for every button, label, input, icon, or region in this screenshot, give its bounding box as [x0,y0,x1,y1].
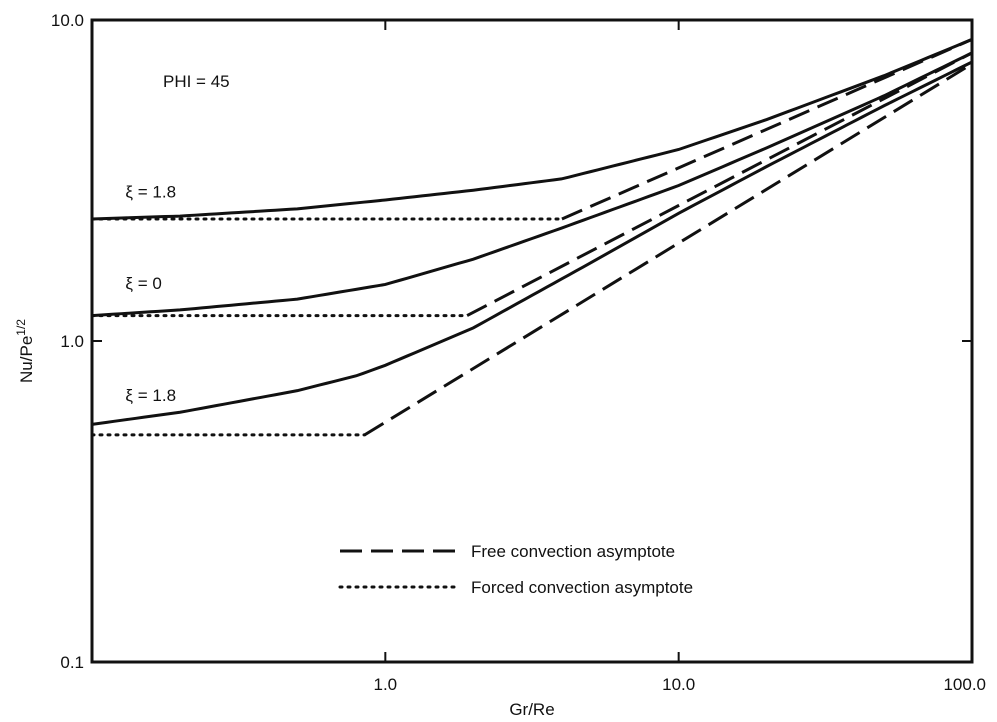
curve-label-2: ξ = 1.8 [125,386,176,405]
legend: Free convection asymptote Forced convect… [338,542,693,597]
x-tick-label-2: 100.0 [943,675,986,694]
y-axis-label-main: Nu/Pe [17,336,36,383]
series-dashed-3 [561,38,973,221]
axis-tick-labels: 1.0 10.0 100.0 0.1 1.0 10.0 [51,11,986,694]
y-tick-label-1: 1.0 [60,332,84,351]
curve-labels: ξ = 1.8 ξ = 0 ξ = 1.8 [125,182,176,405]
series-layer [90,38,973,437]
series-dashed-5 [363,62,973,437]
axis-ticks [92,20,973,662]
series-dashed-4 [466,51,973,317]
svg-text:Nu/Pe1/2: Nu/Pe1/2 [14,319,36,383]
x-tick-label-0: 1.0 [374,675,398,694]
phi-annotation: PHI = 45 [163,72,230,91]
legend-label-free-convection: Free convection asymptote [471,542,675,561]
y-tick-label-2: 10.0 [51,11,84,30]
curve-label-0: ξ = 1.8 [125,182,176,201]
y-tick-label-0: 0.1 [60,653,84,672]
x-tick-label-1: 10.0 [662,675,695,694]
x-axis-label: Gr/Re [509,700,554,719]
y-axis-label: Nu/Pe1/2 [14,319,36,383]
curve-label-1: ξ = 0 [125,274,161,293]
series-solid-2 [91,60,973,426]
y-axis-label-sup: 1/2 [14,319,28,336]
legend-label-forced-convection: Forced convection asymptote [471,578,693,597]
series-solid-1 [91,51,973,318]
series-solid-0 [91,38,973,221]
